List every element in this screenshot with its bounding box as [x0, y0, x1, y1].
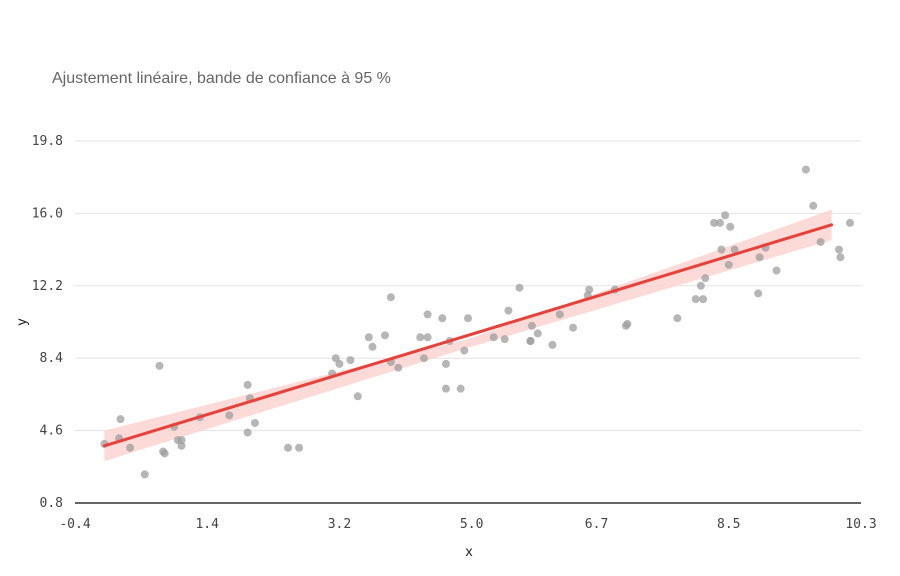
data-point: [456, 384, 465, 393]
data-point: [419, 354, 428, 363]
data-point: [730, 245, 739, 254]
y-tick-label: 0.8: [40, 496, 63, 511]
data-point: [772, 266, 781, 275]
data-point: [801, 165, 810, 174]
data-point: [715, 218, 724, 227]
data-point: [555, 310, 564, 319]
data-point: [515, 283, 524, 292]
x-tick-label: -0.4: [59, 517, 90, 532]
data-point: [140, 470, 149, 479]
data-point: [673, 314, 682, 323]
data-point: [834, 245, 843, 254]
data-point: [489, 333, 498, 342]
data-point: [364, 333, 373, 342]
data-point: [569, 323, 578, 332]
y-tick-label: 19.8: [32, 134, 63, 149]
data-point: [116, 415, 125, 424]
data-point: [441, 359, 450, 368]
confidence-band-layer: [104, 209, 832, 462]
data-point: [691, 295, 700, 304]
data-point: [177, 441, 186, 450]
x-tick-label: 5.0: [460, 517, 483, 532]
data-point: [809, 201, 818, 210]
data-point: [721, 211, 730, 220]
data-point: [548, 340, 557, 349]
x-tick-label: 6.7: [585, 517, 608, 532]
data-point: [380, 331, 389, 340]
data-point: [386, 293, 395, 302]
data-point: [225, 411, 234, 420]
data-point: [717, 245, 726, 254]
data-points: [100, 165, 854, 479]
x-tick-label: 8.5: [717, 517, 740, 532]
regression-line: [102, 223, 834, 448]
data-point: [416, 333, 425, 342]
confidence-band: [104, 209, 832, 462]
data-point: [346, 356, 355, 365]
data-point: [353, 392, 362, 401]
data-point: [526, 337, 535, 346]
data-point: [724, 260, 733, 269]
x-tick-label: 10.3: [845, 517, 876, 532]
data-point: [177, 436, 186, 445]
data-point: [250, 418, 259, 427]
data-point: [243, 380, 252, 389]
data-point: [460, 346, 469, 355]
data-point: [500, 335, 509, 344]
data-point: [160, 449, 169, 458]
data-point: [527, 321, 536, 330]
x-tick-label: 1.4: [195, 517, 219, 532]
data-point: [464, 314, 472, 323]
data-point: [335, 359, 344, 368]
data-point: [331, 354, 340, 363]
data-point: [755, 253, 764, 262]
data-point: [126, 443, 135, 452]
data-point: [284, 443, 293, 452]
data-point: [585, 285, 594, 294]
data-point: [423, 310, 432, 319]
y-axis-label: y: [13, 319, 29, 326]
data-point: [243, 428, 252, 437]
data-point: [726, 222, 735, 231]
x-tick-label: 3.2: [328, 517, 351, 532]
data-point: [701, 274, 710, 283]
data-point: [438, 314, 447, 323]
data-point: [699, 295, 708, 304]
chart-title: Ajustement linéaire, bande de confiance …: [52, 70, 391, 87]
data-point: [423, 333, 432, 342]
data-point: [623, 319, 632, 328]
data-point: [155, 361, 164, 370]
data-point: [368, 342, 377, 351]
y-tick-label: 4.6: [40, 424, 63, 439]
data-point: [504, 306, 513, 315]
data-point: [394, 363, 403, 372]
data-point: [295, 443, 304, 452]
data-point: [836, 253, 845, 262]
gridlines: [75, 140, 861, 504]
tick-labels: 0.8 4.6 8.4 12.2 16.0 19.8 -0.4 1.4 3.2 5.0 6.7 8.5…: [32, 134, 877, 532]
data-point: [845, 218, 854, 227]
y-tick-label: 16.0: [32, 206, 63, 221]
data-point: [441, 384, 450, 393]
fit-line-layer: [102, 223, 834, 448]
x-axis-label: x: [466, 543, 473, 559]
y-tick-label: 8.4: [40, 351, 64, 366]
data-point: [754, 289, 763, 298]
data-point: [533, 329, 542, 338]
data-point: [710, 218, 719, 227]
data-point: [696, 281, 705, 290]
data-point: [816, 237, 825, 246]
y-tick-label: 12.2: [32, 279, 63, 294]
